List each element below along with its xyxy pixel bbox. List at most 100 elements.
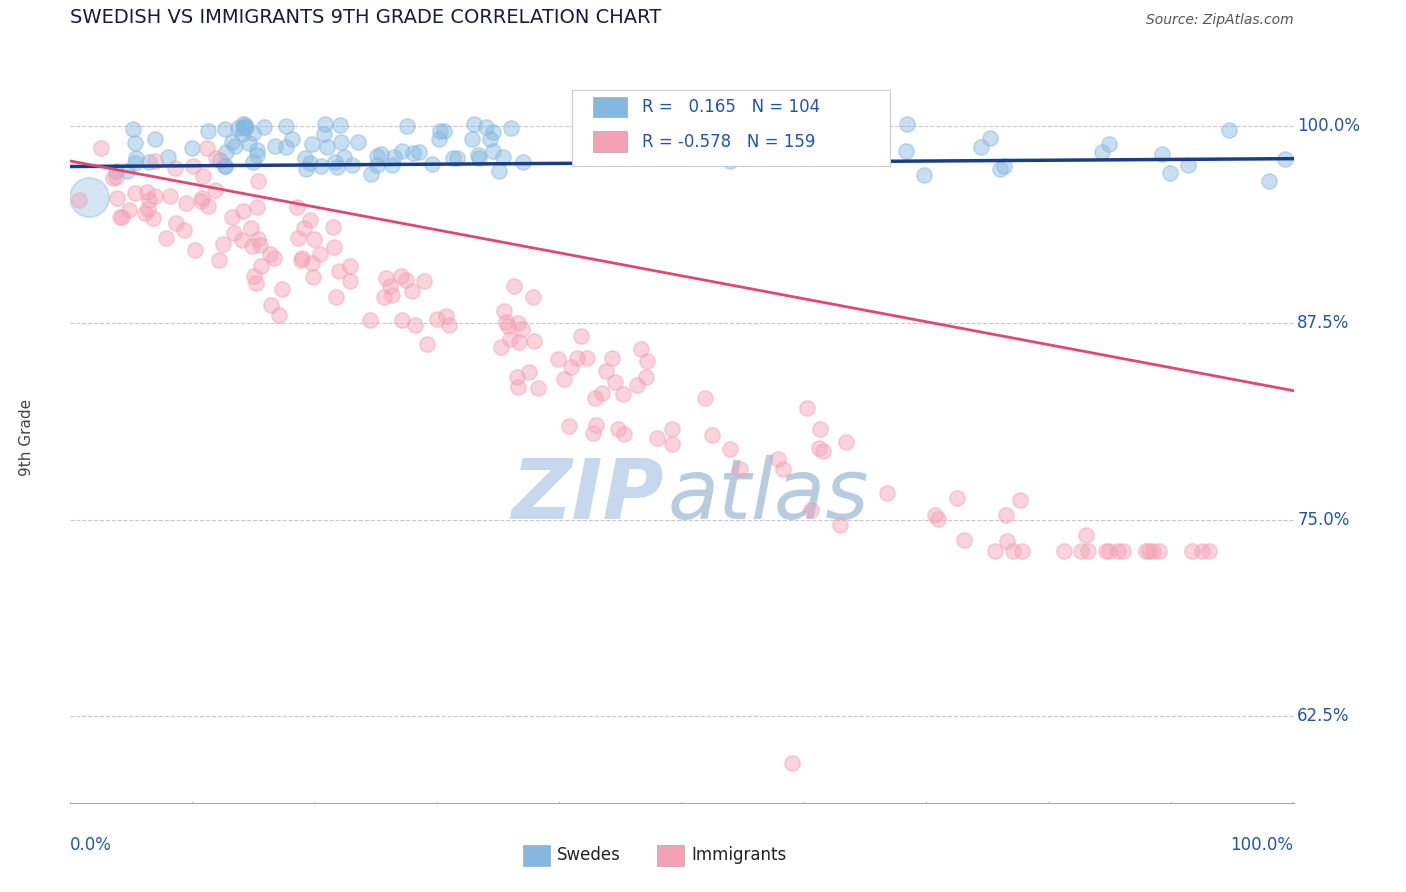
Point bbox=[314, 117, 336, 131]
Point bbox=[808, 422, 831, 436]
Text: R =   0.165   N = 104: R = 0.165 N = 104 bbox=[641, 98, 820, 116]
Point bbox=[499, 333, 522, 347]
Point bbox=[240, 239, 263, 253]
Point bbox=[988, 162, 1011, 177]
Point bbox=[496, 318, 519, 333]
Text: Source: ZipAtlas.com: Source: ZipAtlas.com bbox=[1146, 13, 1294, 28]
Point bbox=[245, 276, 267, 290]
Point bbox=[105, 191, 128, 205]
Point bbox=[332, 150, 354, 164]
Point bbox=[382, 151, 405, 165]
Point bbox=[613, 427, 636, 442]
Point bbox=[800, 503, 823, 517]
Point bbox=[468, 151, 491, 165]
Point bbox=[163, 161, 186, 175]
Point bbox=[221, 135, 243, 149]
Point bbox=[607, 422, 630, 436]
Point bbox=[105, 164, 128, 178]
Point bbox=[834, 434, 856, 449]
Point bbox=[605, 376, 627, 390]
Point bbox=[420, 157, 443, 171]
Point bbox=[233, 119, 256, 133]
Point bbox=[413, 274, 436, 288]
Point bbox=[770, 117, 793, 131]
Point bbox=[224, 139, 246, 153]
Point bbox=[232, 120, 254, 135]
Point bbox=[828, 518, 851, 533]
Point bbox=[134, 205, 156, 219]
Point bbox=[995, 533, 1018, 548]
Point bbox=[143, 132, 166, 146]
Point bbox=[291, 251, 314, 265]
Point bbox=[808, 441, 831, 455]
Text: ZIP: ZIP bbox=[510, 455, 664, 536]
Point bbox=[366, 149, 388, 163]
Point bbox=[117, 163, 139, 178]
Point bbox=[569, 328, 592, 343]
Point bbox=[269, 308, 291, 322]
Point bbox=[208, 253, 231, 268]
Point bbox=[90, 141, 112, 155]
Point bbox=[285, 200, 308, 214]
Point bbox=[124, 156, 146, 170]
Point bbox=[124, 186, 146, 201]
Point bbox=[512, 155, 534, 169]
Point bbox=[404, 318, 426, 332]
Point bbox=[110, 210, 132, 224]
Point bbox=[232, 204, 254, 219]
Point bbox=[214, 160, 236, 174]
Point bbox=[204, 183, 226, 197]
Point bbox=[896, 117, 918, 131]
Point bbox=[527, 381, 550, 395]
Point bbox=[1011, 544, 1033, 558]
Point bbox=[315, 139, 337, 153]
Point bbox=[180, 141, 202, 155]
Point bbox=[433, 124, 456, 138]
Point bbox=[264, 139, 287, 153]
Point bbox=[295, 162, 318, 177]
Point bbox=[309, 159, 332, 173]
Point bbox=[582, 425, 605, 440]
Point bbox=[979, 131, 1001, 145]
Point bbox=[197, 199, 219, 213]
Text: atlas: atlas bbox=[668, 455, 869, 536]
Point bbox=[585, 417, 607, 432]
Point bbox=[502, 278, 524, 293]
Point bbox=[661, 422, 683, 436]
Point bbox=[1098, 544, 1121, 558]
Point bbox=[246, 147, 269, 161]
Point bbox=[328, 264, 350, 278]
Point bbox=[391, 144, 413, 158]
Point bbox=[645, 431, 668, 445]
Point bbox=[467, 148, 489, 162]
Text: 62.5%: 62.5% bbox=[1298, 707, 1350, 725]
Point bbox=[231, 233, 253, 247]
Point bbox=[1135, 544, 1157, 558]
Point bbox=[575, 351, 598, 365]
Point bbox=[290, 252, 312, 267]
Point bbox=[246, 143, 269, 157]
Point bbox=[391, 312, 413, 326]
Point bbox=[1274, 153, 1296, 167]
Point bbox=[373, 290, 395, 304]
Point bbox=[636, 354, 658, 368]
Point bbox=[1053, 544, 1076, 558]
Point bbox=[191, 169, 214, 183]
Point bbox=[1095, 544, 1118, 558]
Point bbox=[796, 401, 818, 415]
Point bbox=[329, 136, 352, 150]
Point bbox=[360, 167, 382, 181]
Text: R = -0.578   N = 159: R = -0.578 N = 159 bbox=[641, 133, 815, 151]
Point bbox=[301, 137, 323, 152]
Point bbox=[240, 221, 263, 235]
FancyBboxPatch shape bbox=[523, 846, 550, 866]
Point bbox=[145, 154, 167, 169]
Point bbox=[380, 278, 402, 293]
Text: 100.0%: 100.0% bbox=[1230, 836, 1294, 854]
Point bbox=[716, 138, 738, 153]
Point bbox=[766, 452, 789, 467]
Point bbox=[495, 315, 517, 329]
Point bbox=[506, 380, 529, 394]
Text: 100.0%: 100.0% bbox=[1298, 118, 1360, 136]
FancyBboxPatch shape bbox=[592, 131, 627, 152]
